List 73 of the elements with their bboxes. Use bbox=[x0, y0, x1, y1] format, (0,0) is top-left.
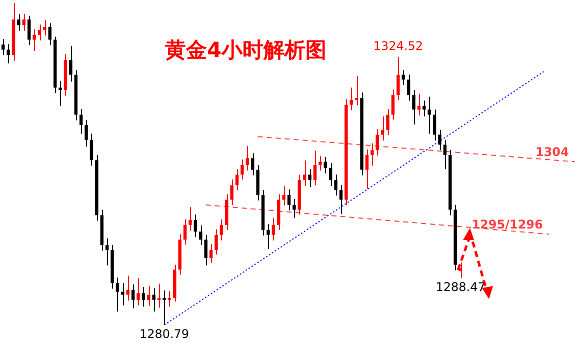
candlestick bbox=[318, 156, 322, 171]
candlestick bbox=[313, 150, 317, 186]
candlestick bbox=[443, 139, 447, 170]
candlestick bbox=[142, 286, 146, 308]
candlestick bbox=[38, 24, 42, 41]
candlestick bbox=[183, 218, 187, 245]
annotation: 1324.52 bbox=[373, 38, 423, 53]
candlestick bbox=[302, 160, 306, 186]
candlestick bbox=[235, 168, 239, 191]
candlestick bbox=[428, 96, 431, 134]
candlestick bbox=[287, 188, 291, 211]
candlestick bbox=[43, 20, 46, 36]
candlestick bbox=[131, 284, 135, 309]
candlestick bbox=[432, 109, 436, 141]
candlestick bbox=[136, 278, 140, 306]
candlestick bbox=[246, 145, 250, 171]
candlestick bbox=[412, 89, 416, 125]
candlestick bbox=[168, 290, 172, 308]
candlestick bbox=[6, 44, 10, 64]
candlestick bbox=[79, 108, 83, 134]
candlestick bbox=[32, 28, 36, 52]
series-label: 1304 bbox=[535, 144, 569, 159]
candlestick bbox=[84, 120, 88, 148]
candlestick bbox=[365, 149, 369, 190]
candlestick bbox=[240, 158, 244, 180]
series-label: 1295/1296 bbox=[472, 217, 543, 232]
candlestick bbox=[354, 76, 358, 106]
candlestick bbox=[27, 15, 31, 46]
candlestick bbox=[266, 224, 270, 250]
candlestick bbox=[157, 283, 161, 308]
candlestick bbox=[204, 234, 208, 266]
candlestick bbox=[417, 93, 421, 116]
candlestick bbox=[292, 198, 296, 218]
candlestick bbox=[350, 87, 353, 111]
annotation: 1280.79 bbox=[139, 327, 190, 342]
candlestick bbox=[17, 13, 20, 32]
candlestick bbox=[90, 133, 94, 166]
candlestick bbox=[370, 142, 374, 166]
candlestick bbox=[396, 56, 400, 100]
candlestick bbox=[105, 238, 109, 266]
candlestick bbox=[230, 178, 234, 206]
candlestick bbox=[162, 290, 166, 326]
candlestick bbox=[339, 184, 343, 214]
candlestick bbox=[121, 282, 124, 306]
candlestick bbox=[391, 89, 395, 120]
candlestick bbox=[282, 185, 286, 206]
candlestick bbox=[438, 129, 442, 151]
candlestick bbox=[328, 162, 332, 186]
candlestick bbox=[214, 228, 218, 255]
candlestick bbox=[58, 80, 62, 107]
candlestick bbox=[402, 69, 405, 86]
candlestick bbox=[152, 288, 156, 312]
candlestick bbox=[324, 156, 327, 174]
candlestick bbox=[334, 174, 338, 196]
candlestick bbox=[376, 128, 379, 156]
candlestick bbox=[48, 22, 52, 46]
candlestick bbox=[199, 225, 202, 246]
candlestick bbox=[406, 74, 410, 102]
annotation: 1288.47 bbox=[436, 280, 486, 294]
candlestick bbox=[308, 168, 312, 188]
candlestick bbox=[69, 45, 72, 82]
candlestick bbox=[422, 100, 426, 117]
candlestick bbox=[209, 243, 213, 264]
candlestick bbox=[272, 218, 276, 241]
candlestick bbox=[2, 38, 5, 56]
candlestick bbox=[116, 277, 120, 312]
candlestick bbox=[188, 206, 192, 232]
candlestick bbox=[220, 218, 224, 241]
text: 黄金4小时解析图 bbox=[165, 37, 327, 64]
candlestick bbox=[147, 285, 150, 306]
candlestick bbox=[251, 152, 254, 176]
candlestick bbox=[194, 214, 198, 238]
candlestick bbox=[386, 108, 390, 136]
